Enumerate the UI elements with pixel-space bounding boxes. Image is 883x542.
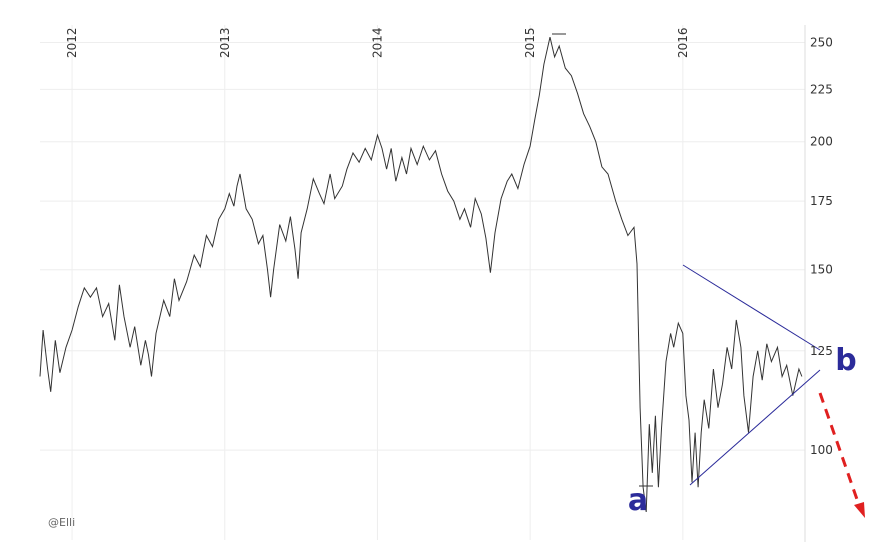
y-tick-label: 225 — [810, 82, 833, 96]
wave-label: a — [628, 483, 648, 518]
wave-label: b — [835, 343, 856, 378]
y-tick-label: 125 — [810, 344, 833, 358]
plot — [39, 36, 803, 513]
credit: @Elli — [48, 516, 75, 529]
x-tick-label: 2014 — [370, 27, 384, 58]
y-tick-label: 100 — [810, 443, 833, 457]
y-tick-label: 175 — [810, 194, 833, 208]
trend-line — [689, 369, 821, 486]
x-tick-label: 2013 — [218, 27, 232, 58]
forecast-arrow — [818, 392, 862, 509]
y-tick-label: 150 — [810, 263, 833, 277]
y-tick-label: 250 — [810, 35, 833, 49]
trend-line — [682, 264, 821, 351]
y-tick-label: 200 — [810, 135, 833, 149]
arrow-head — [854, 502, 865, 518]
grid — [40, 25, 805, 540]
x-tick-label: 2016 — [676, 27, 690, 58]
price-line — [39, 36, 803, 513]
x-tick-label: 2015 — [523, 27, 537, 58]
x-tick-label: 2012 — [65, 27, 79, 58]
